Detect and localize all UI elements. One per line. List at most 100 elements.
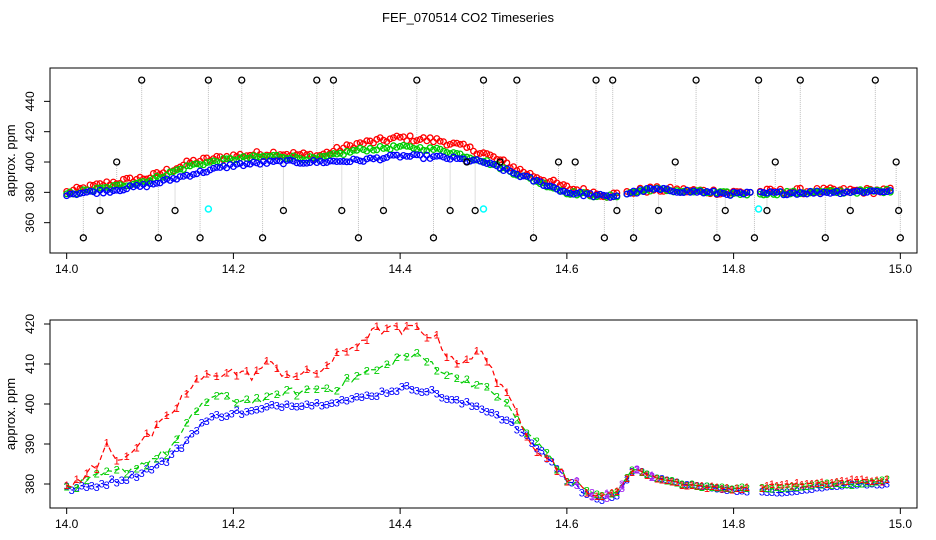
series-1-marker: 1 (799, 480, 805, 492)
series-2-point (239, 153, 247, 161)
series-3-marker: 3 (404, 381, 410, 393)
series-2-marker: 2 (324, 383, 330, 395)
series-2-marker: 2 (464, 374, 470, 386)
series-2-marker: 2 (589, 487, 595, 499)
series-1-point (343, 141, 351, 149)
series-2-marker: 2 (634, 465, 640, 477)
series-3-marker: 3 (579, 487, 585, 499)
series-3-marker: 3 (114, 477, 120, 489)
series-3-point (670, 188, 678, 196)
series-2-point (229, 156, 237, 164)
series-2-marker: 2 (759, 483, 765, 495)
series-1-point (396, 133, 404, 141)
series-3-marker: 3 (584, 489, 590, 501)
series-2-point (323, 152, 331, 160)
series-3-point (159, 176, 167, 184)
series-1-marker: 1 (589, 490, 595, 502)
series-2-point (203, 159, 211, 166)
series-1-marker: 1 (464, 354, 470, 366)
series-3-point (116, 187, 124, 195)
series-1-point (456, 140, 464, 148)
series-2-marker: 2 (664, 475, 670, 487)
series-2-marker: 2 (254, 393, 260, 405)
series-1-marker: 1 (224, 368, 230, 380)
series-2-marker: 2 (814, 478, 820, 490)
series-2-marker: 2 (84, 475, 90, 487)
series-2-point (433, 144, 441, 152)
outlier-point (429, 234, 438, 242)
series-2-marker: 2 (474, 379, 480, 391)
series-3-point (430, 153, 437, 161)
series-1-point (413, 137, 421, 144)
series-1-marker: 1 (294, 371, 300, 383)
series-1-marker: 1 (704, 483, 710, 495)
series-3-point (533, 176, 541, 184)
series-2-point (410, 144, 417, 152)
outlier-point (329, 76, 338, 84)
series-3-point (249, 158, 257, 166)
series-3-marker: 3 (509, 417, 515, 429)
series-3-marker: 3 (544, 453, 550, 465)
series-2-marker: 2 (804, 481, 810, 493)
series-3-marker: 3 (324, 399, 330, 411)
series-3-point (169, 174, 177, 182)
series-3-point (543, 182, 551, 190)
series-1-marker: 1 (839, 475, 845, 487)
series-2-marker: 2 (799, 482, 805, 494)
series-1-point (453, 139, 461, 147)
series-2-point (169, 168, 177, 176)
series-1-marker: 1 (599, 491, 605, 503)
y-tick-label: 390 (23, 434, 37, 454)
series-3-marker: 3 (789, 486, 795, 498)
series-3-marker: 3 (494, 410, 500, 422)
series-2-marker: 2 (884, 474, 890, 486)
series-1-point (580, 185, 587, 192)
series-3-marker: 3 (619, 483, 625, 495)
series-2-marker: 2 (774, 482, 780, 494)
outlier-point (313, 76, 321, 84)
series-3-point (410, 151, 417, 159)
y-tick-label: 380 (23, 474, 37, 494)
series-2-point (333, 150, 341, 158)
series-2-marker: 2 (764, 483, 770, 495)
series-2-marker: 2 (74, 483, 80, 495)
series-3-point (790, 189, 798, 197)
series-2-marker: 2 (164, 450, 170, 462)
series-3-point (239, 162, 247, 170)
x-tick-label: 15.0 (889, 517, 913, 531)
series-3-point (176, 173, 184, 181)
series-3-marker: 3 (614, 490, 620, 502)
series-3-marker: 3 (204, 416, 210, 428)
bottom-panel: 14.0 14.2 14.4 14.6 14.8 15.0 380 390 400 410 420 a… (3, 314, 918, 531)
series-3-point (133, 181, 141, 189)
series-3-marker: 3 (664, 475, 670, 487)
outlier-point (613, 206, 621, 215)
series-3-point (856, 187, 864, 195)
series-1-point (126, 174, 134, 182)
series-3-point (840, 189, 848, 197)
series-2-point (396, 142, 404, 150)
series-2-point (223, 155, 231, 163)
series-2-marker: 2 (194, 406, 200, 418)
series-3-point (86, 187, 94, 195)
series-3-point (186, 172, 194, 180)
outlier-point (446, 206, 454, 215)
series-2-marker: 2 (484, 382, 490, 394)
series-2-marker: 2 (849, 480, 855, 492)
series-2-marker: 2 (134, 463, 140, 475)
series-3-point (770, 188, 778, 196)
series-3-point (860, 189, 868, 197)
series-3-marker: 3 (549, 457, 555, 469)
outlier-point (238, 76, 246, 84)
series-3-point (113, 186, 121, 194)
series-2-marker: 2 (744, 483, 750, 495)
series-3-point (390, 151, 397, 159)
series-2-point (319, 152, 327, 160)
series-3-point (796, 189, 804, 196)
series-1-point (96, 180, 104, 188)
series-3-marker: 3 (819, 483, 825, 495)
series-3-point (336, 157, 344, 165)
series-2-marker: 2 (214, 390, 220, 402)
series-3-point (730, 188, 738, 196)
series-1-marker: 1 (834, 477, 840, 489)
